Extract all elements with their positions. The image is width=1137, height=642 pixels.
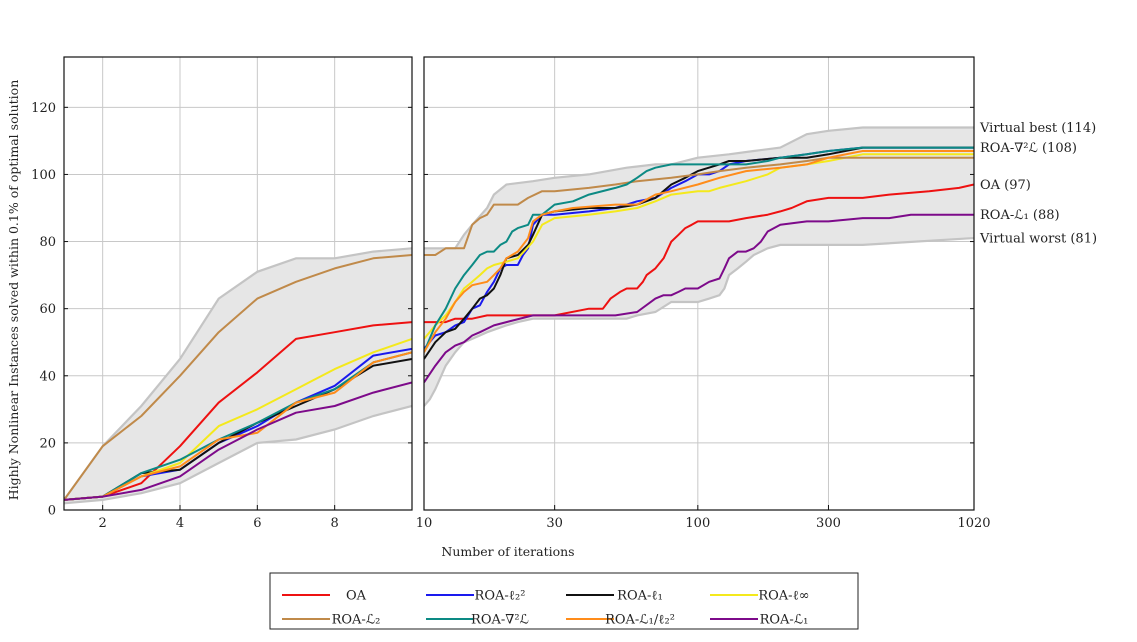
right-series-line-0: [424, 183, 974, 324]
left-xtick-label-6: 6: [253, 516, 261, 531]
left-series: [64, 254, 412, 501]
right-series: [424, 146, 974, 384]
right-xtick-label-1020: 1020: [957, 516, 990, 531]
left-series-line-5: [64, 351, 412, 501]
right-band-lower: [424, 237, 974, 407]
left-band-lower: [64, 404, 412, 505]
legend-label-3: ROA-ℓ∞: [758, 589, 809, 604]
left-series-line-6: [64, 351, 412, 501]
right-series-line-4: [424, 156, 974, 256]
right-xtick-label-30: 30: [546, 516, 563, 531]
right-series-line-6: [424, 150, 974, 353]
legend-label-6: ROA-ℒ₁/ℓ₂²: [605, 613, 675, 628]
left-series-line-7: [64, 381, 412, 501]
right-band: [424, 126, 974, 407]
ytick-label-100: 100: [31, 168, 56, 183]
right-panel: 10 30 100 300 1020: [416, 56, 991, 531]
left-xtick-label-4: 4: [176, 516, 184, 531]
right-series-line-7: [424, 213, 974, 384]
right-xtick-label-10: 10: [416, 516, 433, 531]
left-xtick-label-8: 8: [331, 516, 339, 531]
right-axes: 10 30 100 300 1020: [416, 56, 991, 531]
right-band-fill: [424, 127, 974, 406]
end-label-2: OA (97): [980, 178, 1031, 193]
right-band-upper: [424, 126, 974, 250]
end-label-3: ROA-ℒ₁ (88): [980, 208, 1060, 223]
left-band-upper: [64, 247, 412, 501]
end-label-1: ROA-∇²ℒ (108): [980, 141, 1077, 156]
right-series-line-5: [424, 146, 974, 353]
ytick-label-40: 40: [39, 369, 56, 384]
legend-label-5: ROA-∇²ℒ: [471, 613, 529, 628]
ytick-label-0: 0: [48, 504, 56, 519]
ytick-label-120: 120: [31, 101, 56, 116]
right-xtick-label-300: 300: [816, 516, 841, 531]
legend-box: [269, 572, 859, 630]
end-labels: Virtual best (114) ROA-∇²ℒ (108) OA (97) RO…: [979, 121, 1097, 247]
left-band: [64, 247, 412, 505]
ytick-label-80: 80: [39, 235, 56, 250]
left-frame: [63, 56, 413, 511]
ytick-label-20: 20: [39, 436, 56, 451]
right-series-line-1: [424, 146, 974, 350]
legend-label-7: ROA-ℒ₁: [760, 613, 809, 628]
legend: OA ROA-ℓ₂² ROA-ℓ₁ ROA-ℓ∞ ROA-ℒ₂ ROA-∇²ℒ ROA-ℒ₁…: [269, 572, 859, 630]
y-axis-label: Highly Nonlinear Instances solved within…: [6, 80, 21, 501]
ytick-label-60: 60: [39, 302, 56, 317]
right-xtick-label-100: 100: [685, 516, 710, 531]
legend-label-4: ROA-ℒ₂: [332, 613, 381, 628]
left-xtick-label-2: 2: [99, 516, 107, 531]
end-label-4: Virtual worst (81): [979, 232, 1097, 247]
left-series-line-4: [64, 254, 412, 501]
legend-label-2: ROA-ℓ₁: [617, 589, 663, 604]
legend-label-1: ROA-ℓ₂²: [475, 589, 526, 604]
right-frame: [423, 56, 975, 511]
left-series-line-0: [64, 321, 412, 501]
legend-label-0: OA: [346, 589, 367, 604]
right-series-line-3: [424, 153, 974, 340]
left-band-fill: [64, 248, 412, 504]
x-axis-label: Number of iterations: [441, 544, 574, 559]
end-label-0: Virtual best (114): [979, 121, 1096, 136]
